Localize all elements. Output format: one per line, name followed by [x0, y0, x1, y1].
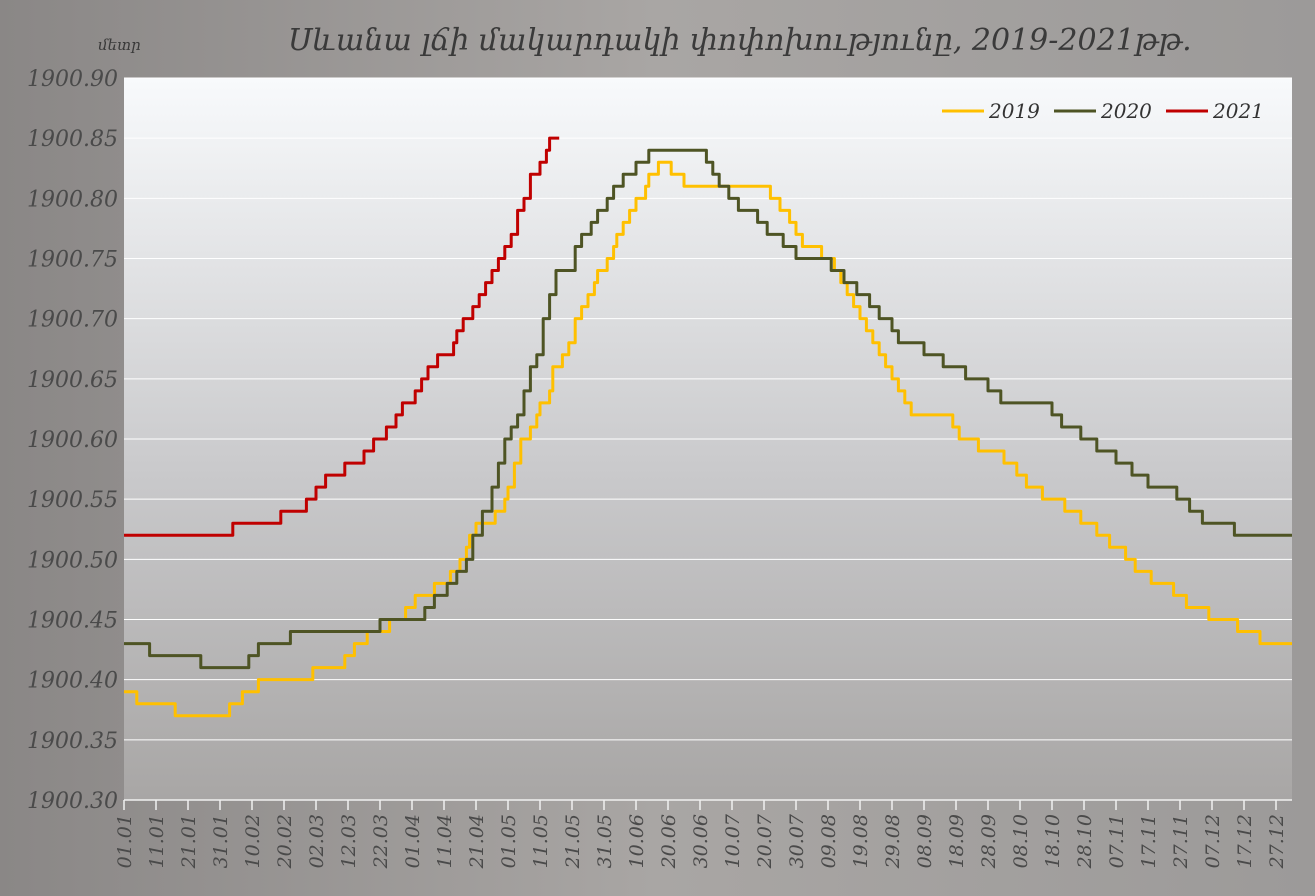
- x-tick-label: 08.09: [914, 814, 936, 868]
- x-tick-label: 07.12: [1202, 814, 1224, 868]
- x-tick-label: 17.12: [1234, 814, 1256, 868]
- x-tick-label: 01.04: [402, 814, 424, 868]
- y-axis-label: մետր: [98, 36, 141, 54]
- x-tick-label: 07.11: [1106, 814, 1128, 868]
- y-tick-label: 1900.60: [27, 428, 118, 453]
- y-tick-label: 1900.55: [27, 488, 118, 513]
- x-tick-label: 18.09: [946, 814, 968, 868]
- x-tick-label: 28.09: [978, 814, 1000, 869]
- x-tick-label: 10.02: [242, 814, 264, 868]
- x-tick-label: 08.10: [1010, 814, 1032, 868]
- x-tick-label: 21.04: [466, 814, 488, 869]
- x-tick-label: 27.11: [1170, 814, 1192, 869]
- legend: 2019 2020 2021: [942, 99, 1264, 123]
- x-tick-label: 30.07: [786, 813, 808, 868]
- x-tick-label: 31.01: [210, 814, 232, 868]
- x-tick-label: 12.03: [338, 814, 360, 868]
- y-tick-label: 1900.35: [27, 729, 118, 754]
- x-tick-label: 11.05: [530, 814, 552, 868]
- legend-label-2019: 2019: [988, 99, 1040, 123]
- x-tick-label: 11.01: [146, 814, 168, 868]
- x-tick-label: 09.08: [818, 814, 840, 868]
- legend-label-2021: 2021: [1212, 99, 1264, 123]
- x-tick-label: 20.07: [754, 813, 776, 869]
- y-tick-label: 1900.30: [27, 789, 118, 814]
- x-tick-label: 22.03: [370, 814, 392, 869]
- x-tick-label: 10.07: [722, 813, 744, 868]
- x-tick-label: 30.06: [690, 814, 712, 868]
- x-tick-label: 21.01: [178, 814, 200, 869]
- series-line-2019: [124, 160, 1292, 718]
- y-tick-label: 1900.40: [27, 669, 118, 694]
- x-tick-label: 10.06: [626, 814, 648, 868]
- x-tick-label: 11.04: [434, 814, 456, 868]
- x-tick-label: 01.05: [498, 814, 520, 868]
- series-line-2020: [124, 148, 1292, 670]
- x-tick-label: 18.10: [1042, 814, 1064, 868]
- y-tick-label: 1900.80: [27, 187, 118, 212]
- chart-title: Սևանա լճի մակարդակի փոփոխությունը, 2019-…: [288, 23, 1191, 58]
- x-tick-label: 02.03: [306, 814, 328, 868]
- y-tick-label: 1900.50: [27, 548, 118, 573]
- x-tick-label: 17.11: [1138, 814, 1160, 868]
- x-tick-label: 20.02: [274, 814, 296, 869]
- y-tick-label: 1900.75: [27, 248, 118, 273]
- x-tick-label: 27.12: [1266, 814, 1288, 869]
- y-tick-label: 1900.90: [27, 67, 118, 92]
- x-tick-label: 21.05: [562, 814, 584, 869]
- x-tick-label: 28.10: [1074, 814, 1096, 869]
- x-tick-label: 31.05: [594, 814, 616, 868]
- y-tick-label: 1900.45: [27, 609, 118, 634]
- x-tick-label: 29.08: [882, 814, 904, 869]
- y-tick-label: 1900.70: [27, 308, 118, 333]
- series-line-2021: [124, 136, 560, 537]
- y-tick-label: 1900.65: [27, 368, 118, 393]
- x-tick-label: 19.08: [850, 814, 872, 868]
- y-tick-label: 1900.85: [27, 127, 118, 152]
- legend-label-2020: 2020: [1100, 99, 1152, 123]
- x-tick-label: 20.06: [658, 814, 680, 869]
- x-tick-label: 01.01: [114, 814, 136, 868]
